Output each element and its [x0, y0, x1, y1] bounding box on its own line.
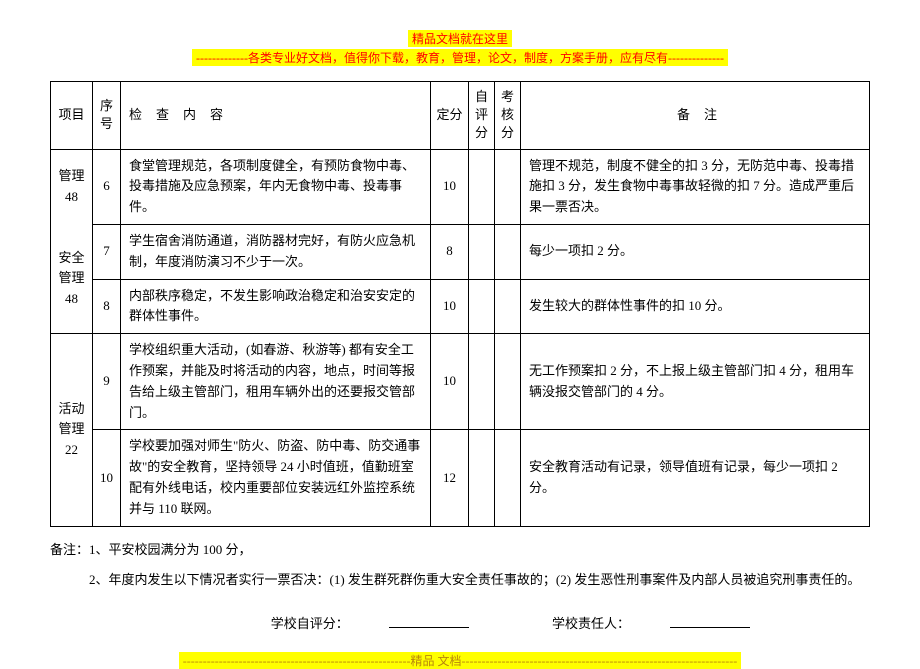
cell-content: 内部秩序稳定，不发生影响政治稳定和治安安定的群体性事件。	[121, 279, 431, 334]
cell-check	[495, 334, 521, 430]
cell-remark: 管理不规范，制度不健全的扣 3 分，无防范中毒、投毒措施扣 3 分，发生食物中毒…	[521, 149, 870, 224]
cell-check	[495, 430, 521, 526]
cell-score: 8	[431, 224, 469, 279]
header-content: 检查内容	[121, 82, 431, 150]
cell-project: 活动管理22	[51, 334, 93, 526]
cell-remark: 无工作预案扣 2 分，不上报上级主管部门扣 4 分，租用车辆没报交管部门的 4 …	[521, 334, 870, 430]
header-seq: 序号	[93, 82, 121, 150]
signature-section: 学校自评分： 学校责任人：	[50, 613, 870, 632]
table-row: 安全管理48 7 学生宿舍消防通道，消防器材完好，有防火应急机制，年度消防演习不…	[51, 224, 870, 279]
cell-seq: 10	[93, 430, 121, 526]
cell-content: 学校组织重大活动，(如春游、秋游等) 都有安全工作预案，并能及时将活动的内容，地…	[121, 334, 431, 430]
header-project: 项目	[51, 82, 93, 150]
cell-self	[469, 279, 495, 334]
cell-score: 10	[431, 334, 469, 430]
cell-remark: 安全教育活动有记录，领导值班有记录，每少一项扣 2 分。	[521, 430, 870, 526]
cell-self	[469, 334, 495, 430]
note-line2: 2、年度内发生以下情况者实行一票否决：(1) 发生群死群伤重大安全责任事故的；(…	[50, 567, 870, 593]
banner-bottom-line: ----------------------------------------…	[179, 652, 742, 669]
cell-content: 学校要加强对师生"防火、防盗、防中毒、防交通事故"的安全教育，坚持领导 24 小…	[121, 430, 431, 526]
cell-seq: 9	[93, 334, 121, 430]
header-check: 考核分	[495, 82, 521, 150]
signature-responsible: 学校责任人：	[552, 616, 790, 631]
cell-seq: 8	[93, 279, 121, 334]
table-row: 管理48 6 食堂管理规范，各项制度健全，有预防食物中毒、投毒措施及应急预案，年…	[51, 149, 870, 224]
cell-content: 食堂管理规范，各项制度健全，有预防食物中毒、投毒措施及应急预案，年内无食物中毒、…	[121, 149, 431, 224]
table-row: 10 学校要加强对师生"防火、防盗、防中毒、防交通事故"的安全教育，坚持领导 2…	[51, 430, 870, 526]
cell-seq: 6	[93, 149, 121, 224]
note-line1: 备注：1、平安校园满分为 100 分，	[50, 537, 870, 563]
table-row: 8 内部秩序稳定，不发生影响政治稳定和治安安定的群体性事件。 10 发生较大的群…	[51, 279, 870, 334]
cell-seq: 7	[93, 224, 121, 279]
cell-check	[495, 279, 521, 334]
table-row: 活动管理22 9 学校组织重大活动，(如春游、秋游等) 都有安全工作预案，并能及…	[51, 334, 870, 430]
evaluation-table: 项目 序号 检查内容 定分 自评分 考核分 备注 管理48 6 食堂管理规范，各…	[50, 81, 870, 527]
cell-project: 管理48	[51, 149, 93, 224]
header-remark: 备注	[521, 82, 870, 150]
cell-remark: 发生较大的群体性事件的扣 10 分。	[521, 279, 870, 334]
cell-score: 10	[431, 149, 469, 224]
table-header-row: 项目 序号 检查内容 定分 自评分 考核分 备注	[51, 82, 870, 150]
banner-line2: -------------各类专业好文档，值得你下载，教育，管理，论文，制度，方…	[192, 49, 728, 66]
cell-remark: 每少一项扣 2 分。	[521, 224, 870, 279]
cell-self	[469, 149, 495, 224]
cell-check	[495, 224, 521, 279]
cell-score: 10	[431, 279, 469, 334]
banner-line1: 精品文档就在这里	[408, 30, 512, 47]
signature-self-label: 学校自评分：	[271, 616, 349, 631]
header-self: 自评分	[469, 82, 495, 150]
cell-project: 安全管理48	[51, 224, 93, 333]
cell-self	[469, 430, 495, 526]
banner-bottom: ----------------------------------------…	[50, 652, 870, 669]
signature-responsible-label: 学校责任人：	[552, 616, 630, 631]
cell-check	[495, 149, 521, 224]
banner-top: 精品文档就在这里 -------------各类专业好文档，值得你下载，教育，管…	[50, 30, 870, 66]
cell-score: 12	[431, 430, 469, 526]
signature-self-score: 学校自评分：	[271, 616, 509, 631]
cell-content: 学生宿舍消防通道，消防器材完好，有防火应急机制，年度消防演习不少于一次。	[121, 224, 431, 279]
notes-section: 备注：1、平安校园满分为 100 分， 2、年度内发生以下情况者实行一票否决：(…	[50, 537, 870, 593]
header-score: 定分	[431, 82, 469, 150]
cell-self	[469, 224, 495, 279]
